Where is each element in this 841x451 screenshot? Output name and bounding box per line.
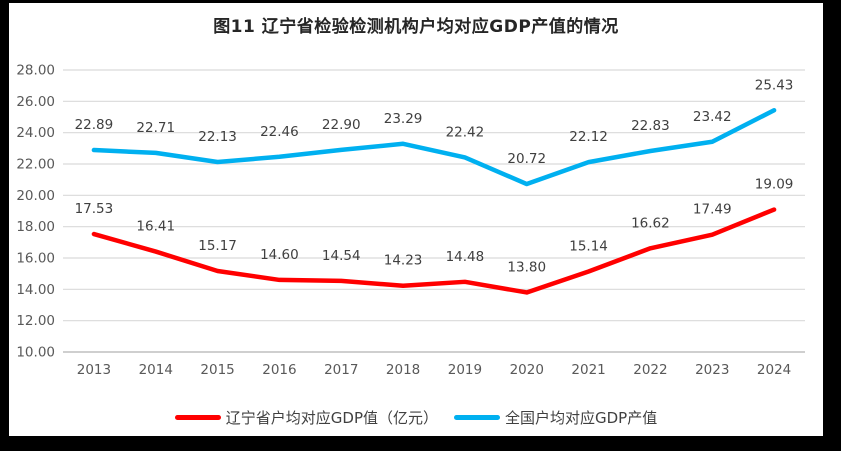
legend-item-liaoning: 辽宁省户均对应GDP值（亿元）	[174, 407, 438, 428]
data-label: 19.09	[755, 177, 794, 193]
y-tick-label: 28.00	[16, 63, 55, 79]
chart-legend: 辽宁省户均对应GDP值（亿元） 全国户均对应GDP产值	[9, 407, 823, 428]
data-label: 22.89	[75, 117, 114, 133]
y-tick-label: 18.00	[16, 219, 55, 235]
data-label: 22.83	[631, 118, 670, 134]
data-label: 15.14	[569, 238, 608, 254]
data-label: 14.23	[384, 253, 423, 269]
series-line-liaoning	[91, 207, 777, 295]
legend-item-national: 全国户均对应GDP产值	[454, 407, 657, 428]
data-label: 23.42	[693, 109, 732, 125]
data-label: 20.72	[507, 151, 546, 167]
x-tick-label: 2023	[695, 362, 729, 378]
chart-area: 图11 辽宁省检验检测机构户均对应GDP产值的情况 10.00 12.00 14.0…	[9, 3, 823, 436]
data-label: 22.13	[198, 129, 237, 145]
data-label: 14.48	[446, 249, 485, 265]
chart-title: 图11 辽宁省检验检测机构户均对应GDP产值的情况	[213, 17, 619, 37]
x-tick-label: 2019	[448, 362, 482, 378]
y-tick-label: 12.00	[16, 313, 55, 329]
data-label: 14.60	[260, 247, 299, 263]
data-label: 22.71	[136, 120, 175, 136]
x-tick-label: 2013	[77, 362, 111, 378]
data-label: 22.46	[260, 124, 299, 140]
data-label: 16.41	[136, 219, 175, 235]
x-tick-label: 2022	[633, 362, 667, 378]
data-label: 17.53	[75, 201, 114, 217]
x-tick-label: 2017	[324, 362, 358, 378]
chart-svg: 10.00 12.00 14.00 16.00 18.00 20.00 22.00 24.00…	[16, 63, 805, 378]
y-tick-label: 10.00	[16, 345, 55, 361]
y-tick-label: 14.00	[16, 282, 55, 298]
data-label: 17.49	[693, 202, 732, 218]
x-tick-label: 2016	[262, 362, 296, 378]
x-tick-label: 2020	[510, 362, 544, 378]
data-label: 16.62	[631, 215, 670, 231]
y-tick-label: 16.00	[16, 251, 55, 267]
legend-label-liaoning: 辽宁省户均对应GDP值（亿元）	[225, 409, 438, 427]
y-tick-label: 26.00	[16, 94, 55, 110]
data-label: 13.80	[507, 259, 546, 275]
legend-line-national-icon	[454, 415, 500, 420]
data-label: 23.29	[384, 111, 423, 127]
data-label: 22.12	[569, 129, 608, 145]
data-label: 25.43	[755, 77, 794, 93]
x-tick-label: 2024	[757, 362, 791, 378]
x-tick-label: 2014	[139, 362, 173, 378]
data-label: 14.54	[322, 248, 361, 264]
data-label: 22.42	[446, 124, 485, 140]
y-tick-label: 20.00	[16, 188, 55, 204]
y-tick-label: 22.00	[16, 157, 55, 173]
data-label: 22.90	[322, 117, 361, 133]
y-tick-label: 24.00	[16, 125, 55, 141]
series-line-national	[91, 108, 777, 187]
x-tick-label: 2015	[200, 362, 234, 378]
legend-label-national: 全国户均对应GDP产值	[505, 409, 658, 427]
data-label: 15.17	[198, 238, 237, 254]
x-tick-label: 2018	[386, 362, 420, 378]
x-tick-label: 2021	[571, 362, 605, 378]
legend-line-liaoning-icon	[174, 415, 221, 420]
